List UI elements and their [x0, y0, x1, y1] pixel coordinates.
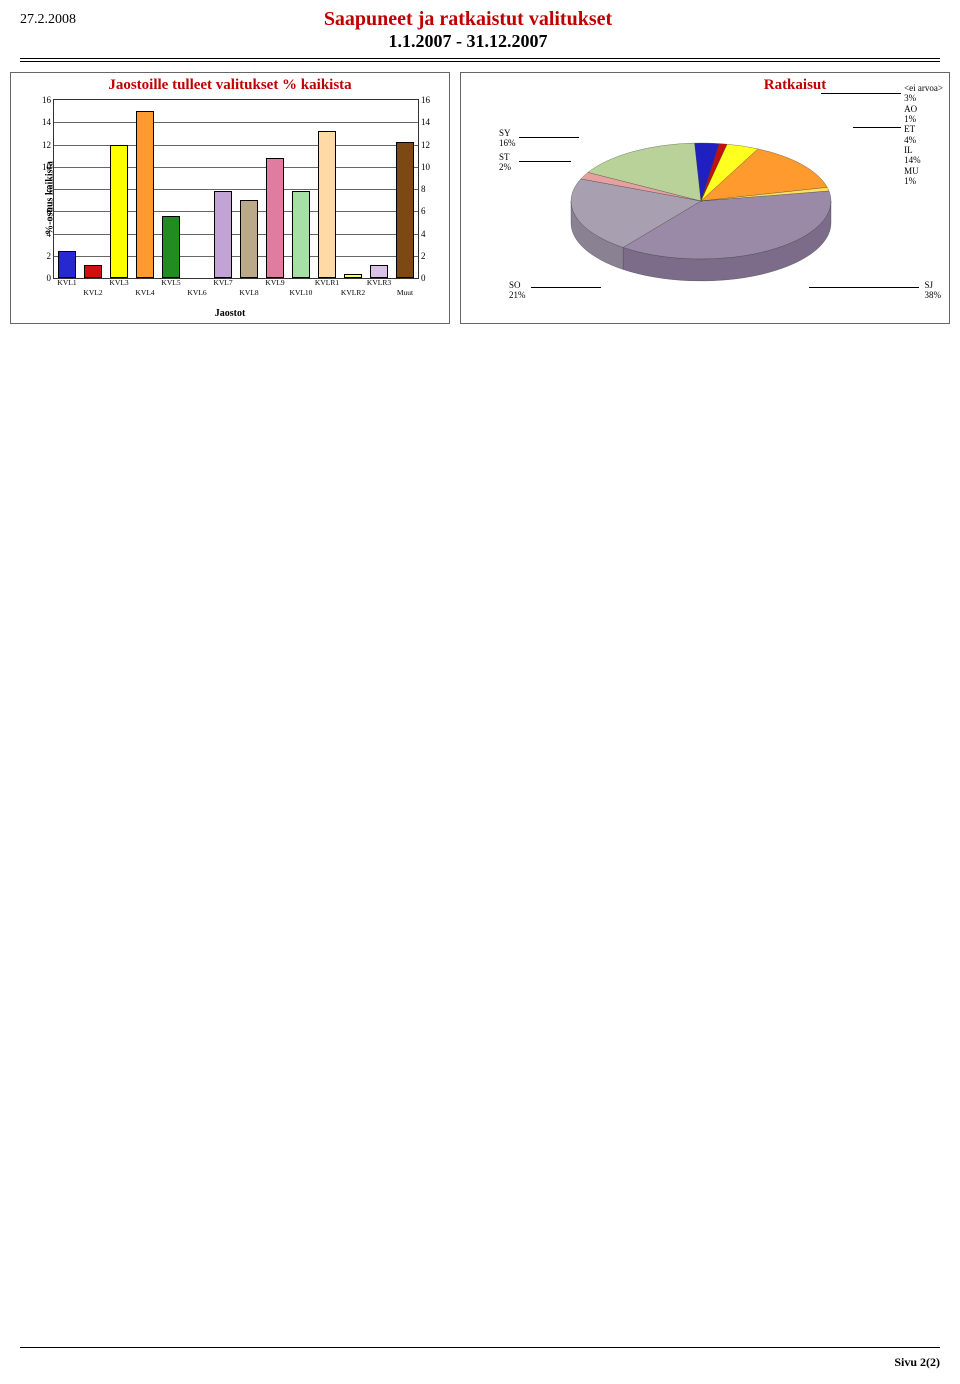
- bar: [136, 111, 155, 278]
- ytick-right: 12: [418, 140, 430, 150]
- ytick-left: 4: [47, 229, 55, 239]
- bar: [214, 191, 233, 278]
- ytick-right: 2: [418, 251, 426, 261]
- xtick: KVL9: [265, 278, 284, 287]
- ytick-right: 0: [418, 273, 426, 283]
- xtick: KVL4: [135, 288, 154, 297]
- pie-label-il: IL14%: [904, 145, 943, 166]
- ytick-left: 2: [47, 251, 55, 261]
- ytick-left: 8: [47, 184, 55, 194]
- xtick: KVLR1: [315, 278, 339, 287]
- pie-label-sy: SY16%: [499, 129, 516, 149]
- bar: [292, 191, 311, 278]
- leader-line: [853, 127, 901, 128]
- gridline: [54, 145, 418, 146]
- bar-muut: [396, 142, 415, 278]
- report-date: 27.2.2008: [20, 8, 76, 28]
- bar-chart: Jaostoille tulleet valitukset % kaikista…: [10, 72, 450, 324]
- bar: [344, 274, 363, 278]
- pie-label-so: SO21%: [509, 281, 526, 301]
- pie-labels-right: <ei arvoa>3% AO1% ET4% IL14% MU1%: [904, 83, 943, 186]
- ytick-left: 16: [42, 95, 54, 105]
- xtick: KVL3: [109, 278, 128, 287]
- subtitle: 1.1.2007 - 31.12.2007: [76, 31, 860, 52]
- ytick-right: 8: [418, 184, 426, 194]
- ytick-left: 0: [47, 273, 55, 283]
- bar: [162, 216, 181, 278]
- page-number: Sivu 2(2): [20, 1355, 940, 1370]
- leader-line: [531, 287, 601, 288]
- gridline: [54, 167, 418, 168]
- title-block: Saapuneet ja ratkaistut valitukset 1.1.2…: [76, 8, 860, 52]
- pie-label-mu: MU1%: [904, 166, 943, 187]
- bar: [58, 251, 77, 278]
- xtick: KVL8: [239, 288, 258, 297]
- footer: Sivu 2(2): [20, 1347, 940, 1370]
- xtick: KVL2: [83, 288, 102, 297]
- gridline: [54, 211, 418, 212]
- pie-chart: Ratkaisut <ei arvoa>3% AO1% ET4% IL14% M…: [460, 72, 950, 324]
- xtick: KVL1: [57, 278, 76, 287]
- bar-plot-area: 00224466881010121214141616KVL1KVL2KVL3KV…: [53, 99, 419, 279]
- gridline: [54, 256, 418, 257]
- pie-label-ao: AO1%: [904, 104, 943, 125]
- pie-svg: [561, 123, 841, 293]
- ytick-right: 4: [418, 229, 426, 239]
- pie-label-et: ET4%: [904, 124, 943, 145]
- xtick: KVL7: [213, 278, 232, 287]
- xtick: KVL6: [187, 288, 206, 297]
- ytick-left: 6: [47, 206, 55, 216]
- pie-label-eiarvoa: <ei arvoa>3%: [904, 83, 943, 104]
- xtick: KVLR3: [367, 278, 391, 287]
- leader-line: [519, 161, 571, 162]
- ytick-right: 6: [418, 206, 426, 216]
- bar: [370, 265, 389, 278]
- pie-chart-title: Ratkaisut: [461, 73, 949, 94]
- gridline: [54, 189, 418, 190]
- leader-line: [821, 93, 901, 94]
- x-axis-label: Jaostot: [11, 308, 449, 319]
- bar: [240, 200, 259, 278]
- gridline: [54, 122, 418, 123]
- bar-chart-title: Jaostoille tulleet valitukset % kaikista: [11, 73, 449, 94]
- ytick-right: 16: [418, 95, 430, 105]
- bar: [84, 265, 103, 278]
- bar: [110, 145, 129, 279]
- xtick: Muut: [397, 288, 413, 297]
- pie-label-st: ST2%: [499, 153, 511, 173]
- leader-line: [519, 137, 579, 138]
- gridline: [54, 234, 418, 235]
- main-title: Saapuneet ja ratkaistut valitukset: [76, 8, 860, 31]
- ytick-left: 10: [42, 162, 54, 172]
- xtick: KVLR2: [341, 288, 365, 297]
- xtick: KVL5: [161, 278, 180, 287]
- leader-line: [809, 287, 919, 288]
- xtick: KVL10: [290, 288, 313, 297]
- bar: [318, 131, 337, 278]
- ytick-left: 12: [42, 140, 54, 150]
- bar: [266, 158, 285, 278]
- ytick-left: 14: [42, 117, 54, 127]
- header: 27.2.2008 Saapuneet ja ratkaistut valitu…: [0, 0, 960, 52]
- footer-rule: [20, 1347, 940, 1355]
- charts-row: Jaostoille tulleet valitukset % kaikista…: [0, 62, 960, 324]
- ytick-right: 14: [418, 117, 430, 127]
- ytick-right: 10: [418, 162, 430, 172]
- pie-label-sj: SJ38%: [925, 281, 942, 301]
